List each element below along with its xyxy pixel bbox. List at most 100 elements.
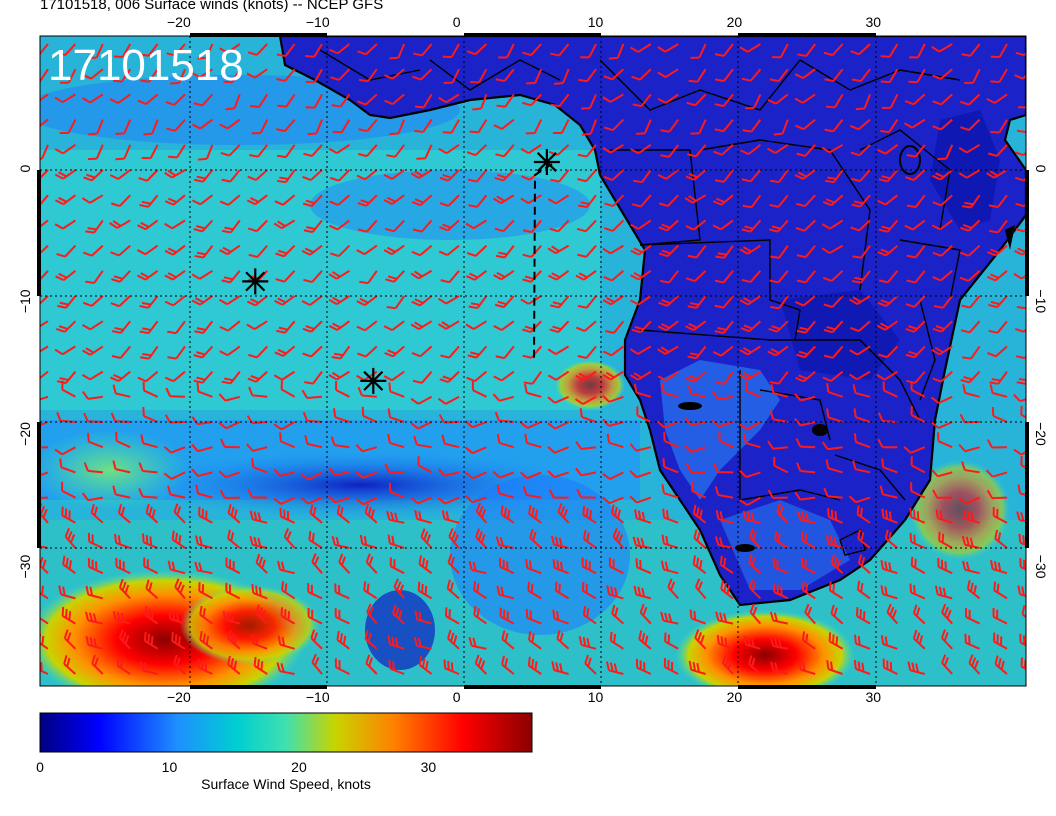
wind-barb <box>355 496 378 506</box>
wind-barb <box>383 169 405 180</box>
colorbar-tick: 10 <box>162 759 178 775</box>
wind-barb <box>773 119 789 136</box>
wind-barb <box>986 270 1008 282</box>
wind-barb <box>333 408 350 423</box>
wind-barb <box>40 169 49 182</box>
wind-barb <box>496 585 515 600</box>
wind-barb <box>417 581 433 600</box>
wind-barb <box>40 219 49 231</box>
wind-barb <box>81 492 103 502</box>
wind-barb <box>853 433 871 449</box>
wind-barb <box>220 144 241 157</box>
wind-barb <box>191 416 213 426</box>
wind-barb <box>57 295 77 309</box>
wind-barb <box>768 219 789 233</box>
wind-barb <box>661 383 679 398</box>
wind-barb <box>964 633 981 650</box>
wind-barb <box>993 581 1008 600</box>
wind-barb <box>932 169 953 181</box>
wind-barb <box>411 345 433 358</box>
wind-barb <box>524 433 542 449</box>
wind-barb <box>389 119 406 136</box>
wind-barb <box>958 169 981 179</box>
wind-barb <box>740 144 762 156</box>
wind-barb <box>194 561 213 575</box>
wind-barb <box>87 532 104 549</box>
wind-barb <box>776 503 789 524</box>
wind-barb <box>281 581 296 600</box>
wind-barb <box>801 531 816 549</box>
wind-barb <box>276 144 296 159</box>
wind-barb <box>438 143 460 155</box>
wind-barb <box>277 93 296 108</box>
wind-barb <box>964 68 981 84</box>
wind-barb <box>328 269 350 280</box>
wind-barb <box>825 93 844 109</box>
wind-barb <box>40 320 49 330</box>
wind-barb <box>876 143 898 155</box>
wind-barb <box>748 655 762 675</box>
wind-barb <box>824 118 844 133</box>
wind-barb <box>63 655 77 675</box>
wind-barb <box>465 495 487 504</box>
wind-barb <box>577 345 597 359</box>
wind-barb <box>164 269 186 281</box>
wind-barb <box>141 533 158 549</box>
wind-barb <box>822 270 844 282</box>
wind-barb <box>661 484 679 499</box>
wind-barb <box>440 345 460 359</box>
wind-barb <box>767 345 789 357</box>
wind-barb <box>251 634 268 650</box>
wind-barb <box>739 421 761 431</box>
wind-barb <box>549 219 570 233</box>
wind-barb <box>932 489 953 499</box>
wind-barb <box>743 635 761 650</box>
wind-barb <box>930 395 953 404</box>
lon-tick-bottom: 10 <box>588 689 604 705</box>
wind-barb <box>330 68 351 81</box>
wind-barb <box>138 488 158 499</box>
wind-barb <box>141 144 159 160</box>
date-stamp: 17101518 <box>48 41 244 90</box>
wind-barb <box>608 43 625 60</box>
wind-barb <box>336 504 351 524</box>
wind-barb <box>219 320 241 332</box>
wind-barb <box>635 658 652 675</box>
lat-tick-left: −20 <box>17 422 33 446</box>
wind-barb <box>603 169 625 182</box>
wind-barb <box>414 93 433 109</box>
wind-barb <box>795 345 816 359</box>
wind-barb <box>575 269 597 281</box>
wind-barb <box>328 370 350 381</box>
wind-barb <box>550 43 570 57</box>
wind-barb <box>633 383 652 398</box>
wind-barb <box>83 169 104 182</box>
wind-barb <box>881 458 898 474</box>
wind-barb <box>718 431 734 449</box>
wind-barb <box>602 418 624 427</box>
wind-barb <box>112 68 132 83</box>
lon-tick-labels-top: −20 −10 0 10 20 30 <box>167 14 881 30</box>
wind-barb <box>466 144 488 157</box>
wind-barb <box>303 144 323 157</box>
wind-barb <box>933 295 953 309</box>
wind-barb <box>191 269 213 280</box>
wind-barb <box>253 656 268 675</box>
wind-barb <box>193 345 214 359</box>
wind-barb <box>195 484 213 499</box>
wind-barb <box>302 320 323 333</box>
wind-barb <box>283 528 296 549</box>
wind-barb <box>309 504 323 524</box>
wind-barb <box>191 468 213 477</box>
wind-barb <box>525 119 543 135</box>
wind-barb <box>54 194 77 206</box>
wind-barb <box>330 169 351 182</box>
wind-barb <box>550 535 569 549</box>
wind-barb <box>772 583 789 600</box>
wind-barb <box>167 485 186 499</box>
wind-barb <box>692 504 707 524</box>
wind-barb <box>467 345 488 359</box>
wind-barb <box>442 119 460 134</box>
wind-barb <box>826 660 843 675</box>
wind-barb <box>739 370 761 381</box>
